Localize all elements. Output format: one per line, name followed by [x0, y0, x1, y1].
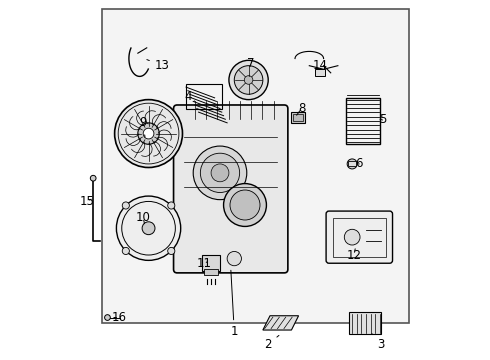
Text: 11: 11 — [196, 257, 211, 270]
Bar — [293, 114, 303, 121]
Circle shape — [230, 190, 260, 220]
Text: 12: 12 — [346, 248, 362, 261]
Bar — [315, 69, 325, 76]
Circle shape — [347, 159, 357, 169]
Circle shape — [193, 146, 247, 200]
Circle shape — [104, 315, 110, 320]
Circle shape — [234, 66, 263, 94]
Bar — [204, 269, 218, 275]
Circle shape — [142, 222, 155, 235]
Bar — [186, 84, 222, 109]
Circle shape — [138, 123, 159, 144]
Bar — [349, 312, 381, 334]
Circle shape — [344, 229, 360, 245]
Circle shape — [115, 100, 182, 167]
Circle shape — [227, 251, 242, 266]
Bar — [292, 112, 305, 123]
Circle shape — [223, 184, 267, 226]
Circle shape — [122, 202, 129, 209]
Bar — [346, 98, 380, 144]
Text: 2: 2 — [265, 336, 279, 351]
Circle shape — [245, 76, 253, 84]
Text: 8: 8 — [296, 102, 305, 115]
Circle shape — [211, 164, 229, 182]
Text: 3: 3 — [372, 334, 385, 351]
FancyBboxPatch shape — [102, 9, 409, 323]
Circle shape — [143, 128, 154, 139]
Circle shape — [229, 60, 268, 100]
Text: 9: 9 — [140, 116, 147, 137]
Text: 6: 6 — [356, 157, 363, 170]
Text: 15: 15 — [80, 195, 95, 208]
Text: 10: 10 — [136, 211, 150, 224]
Bar — [202, 255, 220, 271]
FancyBboxPatch shape — [173, 105, 288, 273]
Bar — [348, 161, 356, 166]
Circle shape — [168, 247, 175, 255]
Polygon shape — [263, 316, 298, 330]
Circle shape — [122, 247, 129, 255]
Circle shape — [200, 153, 240, 193]
Text: 14: 14 — [313, 59, 327, 72]
Text: 1: 1 — [230, 270, 238, 338]
Text: 16: 16 — [112, 311, 127, 324]
Text: 4: 4 — [184, 90, 195, 103]
Circle shape — [168, 202, 175, 209]
Bar — [333, 217, 386, 257]
Text: 13: 13 — [147, 59, 170, 72]
Circle shape — [117, 196, 181, 260]
FancyBboxPatch shape — [326, 211, 392, 263]
Text: 5: 5 — [379, 113, 386, 126]
Circle shape — [90, 175, 96, 181]
Text: 7: 7 — [246, 57, 254, 76]
